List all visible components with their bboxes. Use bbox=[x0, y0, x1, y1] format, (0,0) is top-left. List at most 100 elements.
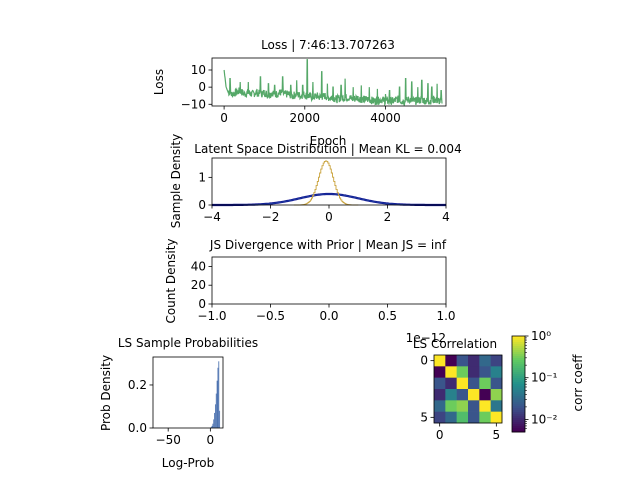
ls-corr-colorbar-tick-label: 10⁻¹ bbox=[531, 371, 558, 385]
latent-xtick-label: 0 bbox=[325, 210, 333, 224]
ls-corr-cell bbox=[434, 400, 446, 412]
ls-prob-bar bbox=[213, 419, 215, 428]
ls-prob-marks bbox=[210, 361, 221, 428]
ls-corr-colorbar-step bbox=[512, 410, 525, 413]
ls-corr-marks bbox=[434, 355, 503, 424]
latent-title: Latent Space Distribution | Mean KL = 0.… bbox=[194, 142, 461, 156]
js-ytick-label: 0 bbox=[198, 297, 206, 311]
ls-corr-colorbar: 10⁰ 10⁻¹ 10⁻² bbox=[511, 329, 558, 433]
js-xtick-label: 0.0 bbox=[319, 309, 338, 323]
js-panel: JS Divergence with Prior | Mean JS = inf… bbox=[164, 238, 456, 345]
latent-panel: Latent Space Distribution | Mean KL = 0.… bbox=[169, 134, 462, 228]
ls-corr-colorbar-step bbox=[512, 364, 525, 367]
ls-corr-colorbar-step bbox=[512, 382, 525, 385]
ls-corr-cell bbox=[445, 355, 457, 367]
ls-corr-colorbar-step bbox=[512, 422, 525, 425]
ls-corr-colorbar-step bbox=[512, 366, 525, 369]
ls-corr-cell bbox=[445, 389, 457, 401]
ls-corr-colorbar-step bbox=[512, 396, 525, 399]
ls-corr-axes-frame bbox=[433, 354, 503, 424]
js-xtick-label: −1.0 bbox=[197, 309, 226, 323]
ls-corr-colorbar-step bbox=[512, 388, 525, 391]
ls-prob-bar bbox=[217, 367, 219, 428]
ls-corr-colorbar-step bbox=[512, 340, 525, 343]
ls-prob-ylabel: Prob Density bbox=[99, 355, 113, 431]
loss-ytick-label: 10 bbox=[191, 63, 206, 77]
ls-corr-colorbar-step bbox=[512, 380, 525, 383]
loss-ytick-label: 0 bbox=[198, 80, 206, 94]
ls-prob-xtick-label: −50 bbox=[156, 433, 181, 447]
ls-corr-cell bbox=[490, 366, 503, 378]
ls-corr-colorbar-step bbox=[512, 350, 525, 353]
ls-prob-title: LS Sample Probabilities bbox=[118, 336, 258, 350]
ls-prob-bar bbox=[216, 380, 218, 428]
ls-corr-colorbar-step bbox=[512, 404, 525, 407]
loss-xtick-label: 2000 bbox=[290, 111, 321, 125]
js-ytick-label: 40 bbox=[191, 259, 206, 273]
ls-corr-cell bbox=[445, 377, 457, 390]
ls-prob-panel: LS Sample Probabilities −50 0 0.0 0.2 Log-P… bbox=[99, 336, 258, 470]
ls-corr-cell bbox=[490, 377, 503, 390]
ls-corr-colorbar-step bbox=[512, 424, 525, 427]
ls-prob-bar bbox=[219, 410, 221, 428]
ls-corr-colorbar-step bbox=[512, 430, 525, 433]
ls-corr-cell bbox=[445, 411, 457, 424]
ls-corr-cell bbox=[490, 389, 503, 401]
ls-corr-colorbar-step bbox=[512, 346, 525, 349]
ls-prob-ticks: −50 0 0.0 0.2 bbox=[128, 378, 214, 447]
loss-ytick-label: −10 bbox=[181, 97, 206, 111]
ls-corr-colorbar-step bbox=[512, 414, 525, 417]
ls-corr-colorbar-step bbox=[512, 362, 525, 365]
ls-corr-colorbar-tick-label: 10⁻² bbox=[531, 412, 558, 426]
ls-corr-ytick-label: 5 bbox=[420, 410, 428, 424]
ls-corr-colorbar-step bbox=[512, 386, 525, 389]
ls-corr-colorbar-step bbox=[512, 354, 525, 357]
js-ylabel: Count Density bbox=[164, 238, 178, 323]
loss-series-line bbox=[223, 59, 443, 107]
loss-ylabel: Loss bbox=[152, 69, 166, 95]
ls-corr-colorbar-label: corr coeff bbox=[571, 354, 585, 412]
latent-series-hist bbox=[293, 160, 359, 206]
js-offset-label: 1e−12 bbox=[406, 331, 446, 345]
ls-prob-bar bbox=[215, 393, 217, 428]
loss-ticks: 0 2000 4000 −10 0 10 bbox=[181, 63, 401, 125]
ls-corr-cell bbox=[479, 366, 491, 378]
ls-corr-colorbar-step bbox=[512, 378, 525, 381]
ls-corr-colorbar-step bbox=[512, 360, 525, 363]
ls-corr-colorbar-step bbox=[512, 368, 525, 371]
ls-corr-cell bbox=[490, 400, 503, 412]
ls-corr-cell bbox=[479, 355, 491, 367]
loss-axes-frame bbox=[211, 57, 447, 107]
loss-marks bbox=[223, 59, 443, 107]
ls-corr-colorbar-step bbox=[512, 398, 525, 401]
ls-prob-bar bbox=[212, 423, 214, 428]
ls-corr-ticks: 0 505 bbox=[420, 354, 500, 442]
ls-corr-cell bbox=[479, 377, 491, 390]
ls-corr-colorbar-step bbox=[512, 418, 525, 421]
loss-xtick-label: 4000 bbox=[370, 111, 401, 125]
ls-corr-cell bbox=[434, 366, 446, 378]
ls-prob-ytick-label: 0.2 bbox=[128, 378, 147, 392]
ls-corr-colorbar-step bbox=[512, 390, 525, 393]
ls-corr-cell bbox=[456, 366, 469, 378]
ls-corr-colorbar-step bbox=[512, 392, 525, 395]
ls-corr-cell bbox=[479, 400, 491, 412]
ls-corr-colorbar-step bbox=[512, 356, 525, 359]
ls-corr-cell bbox=[434, 377, 446, 390]
ls-corr-cell bbox=[468, 366, 480, 378]
ls-corr-cell bbox=[456, 411, 469, 424]
ls-corr-cell bbox=[468, 389, 480, 401]
ls-prob-bar bbox=[210, 426, 212, 428]
ls-corr-cell bbox=[468, 377, 480, 390]
ls-corr-colorbar-step bbox=[512, 372, 525, 375]
ls-prob-bar bbox=[218, 361, 220, 428]
ls-corr-cell bbox=[468, 355, 480, 367]
ls-corr-colorbar-step bbox=[512, 426, 525, 429]
ls-corr-colorbar-step bbox=[512, 416, 525, 419]
ls-prob-axes-frame bbox=[152, 356, 224, 429]
loss-panel: Loss | 7:46:13.707263 0 2000 4000 −10 0 10 Ep… bbox=[152, 38, 447, 148]
js-title: JS Divergence with Prior | Mean JS = inf bbox=[209, 238, 447, 252]
ls-corr-cell bbox=[456, 355, 469, 367]
js-xtick-label: 0.5 bbox=[378, 309, 397, 323]
